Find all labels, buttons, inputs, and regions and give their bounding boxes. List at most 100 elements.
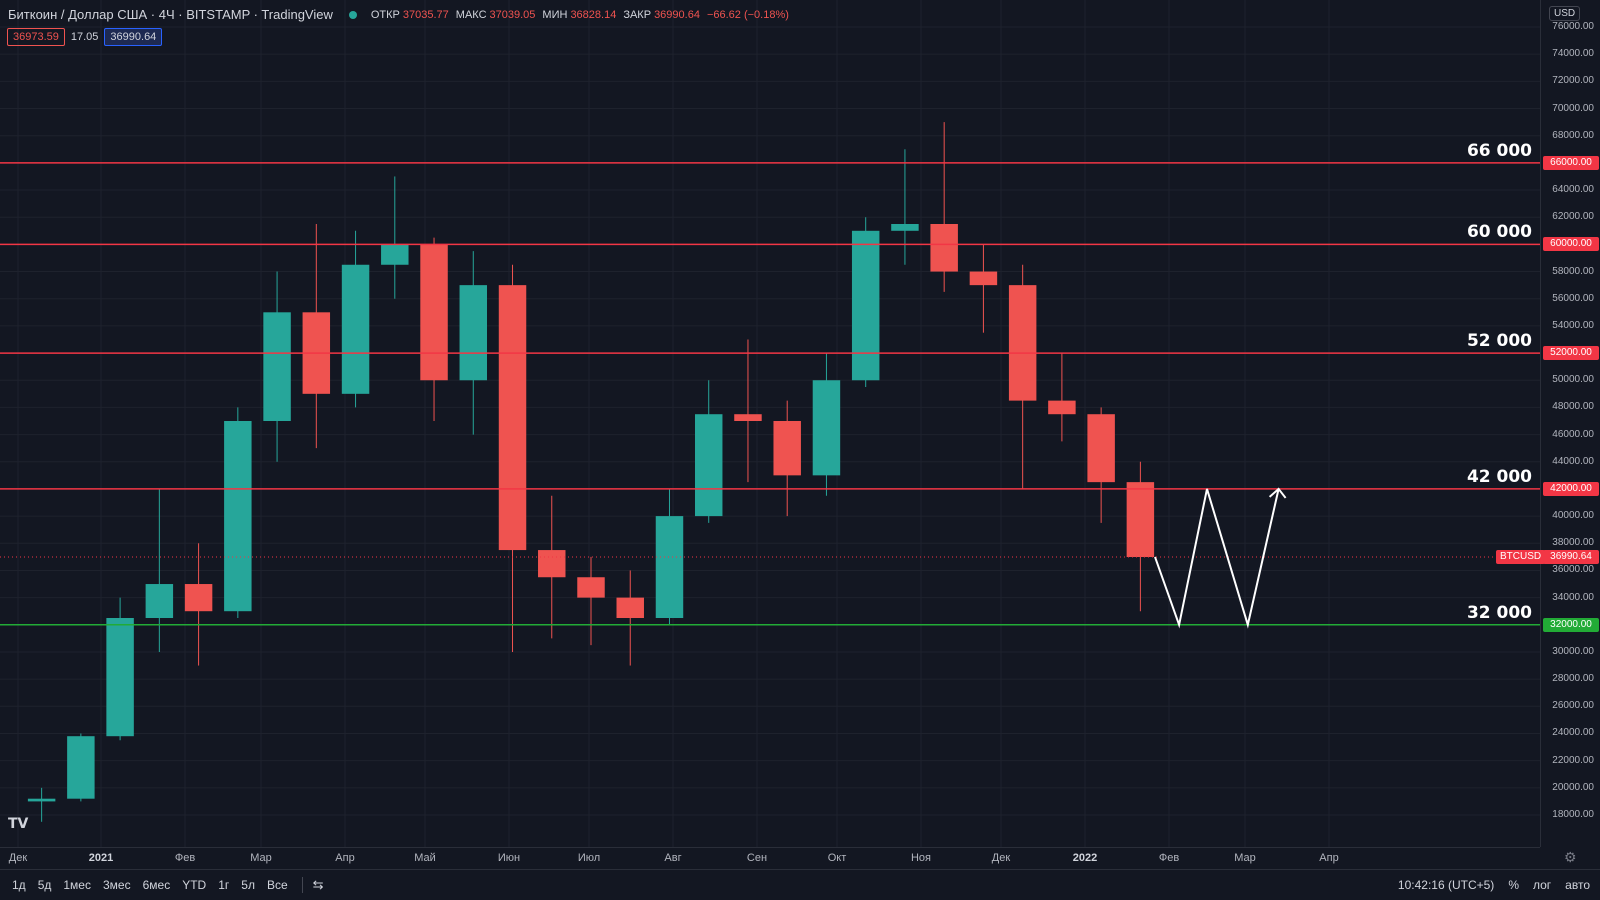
timeframe-button[interactable]: Все	[266, 878, 288, 892]
tradingview-logo-icon[interactable]: TV	[8, 816, 29, 832]
candle-body	[106, 618, 134, 737]
price-tick: 40000.00	[1552, 510, 1594, 522]
level-label: 52 000	[1466, 331, 1532, 352]
time-tick: Июл	[577, 852, 601, 864]
candle-body	[1008, 285, 1037, 401]
candle-body	[538, 550, 566, 578]
time-tick: 2022	[1072, 852, 1098, 864]
price-tick: 74000.00	[1552, 48, 1594, 60]
time-tick: Апр	[1319, 852, 1339, 864]
candle-body	[381, 244, 409, 265]
time-tick: Фев	[174, 852, 196, 864]
symbol-price-tag: BTCUSD	[1496, 549, 1546, 564]
candle-body	[341, 264, 370, 394]
candle-body	[67, 736, 95, 799]
time-tick: Мар	[1234, 852, 1256, 864]
timeframe-button[interactable]: 1г	[218, 878, 230, 892]
price-tick: 70000.00	[1552, 102, 1594, 114]
price-tick: 50000.00	[1552, 374, 1594, 386]
chart-area[interactable]: Биткоин / Доллар США · 4Ч · BITSTAMP · T…	[0, 0, 1540, 847]
low-label: МИН	[542, 8, 568, 21]
candle-body	[616, 597, 644, 618]
close-value: 36990.64	[654, 8, 700, 21]
candle-body	[773, 421, 801, 476]
low-value: 36828.14	[570, 8, 617, 21]
date-range-icon[interactable]: ⇆	[312, 877, 324, 892]
candle-body	[577, 577, 605, 598]
timeframe-button[interactable]: 6мес	[142, 878, 171, 892]
candle-body	[851, 230, 880, 381]
candle-body	[812, 380, 841, 476]
level-price-tag: 60000.00	[1543, 237, 1599, 252]
change-value: −66.62 (−0.18%)	[706, 8, 789, 21]
time-tick: Дек	[8, 852, 28, 864]
candle-body	[1087, 414, 1115, 483]
candle-body	[655, 516, 684, 618]
level-label: 32 000	[1466, 602, 1532, 623]
candle-body	[498, 285, 527, 551]
timeframe-button[interactable]: YTD	[182, 878, 207, 892]
right-tools: 10:42:16 (UTC+5) % лог авто	[1398, 878, 1590, 892]
time-tick: Авг	[664, 852, 682, 864]
time-tick: Окт	[827, 852, 847, 864]
candle-body	[1048, 400, 1076, 415]
time-tick: Ноя	[910, 852, 932, 864]
level-price-tag: 32000.00	[1543, 617, 1599, 632]
ask-button[interactable]: 36990.64	[104, 28, 163, 46]
time-tick: Сен	[746, 852, 768, 864]
time-tick: Фев	[1158, 852, 1180, 864]
log-toggle[interactable]: лог	[1532, 878, 1552, 892]
timeframe-button[interactable]: 5д	[37, 878, 52, 892]
price-axis[interactable]: USD 76000.00 74000.00 72000.00 70000.00 6800…	[1540, 0, 1600, 847]
ohlc-values: ОТКР 37035.77 МАКС 37039.05 МИН 36828.14 ЗА…	[371, 9, 793, 21]
price-tick: 44000.00	[1552, 455, 1594, 467]
candle-body	[1126, 482, 1155, 557]
projection-arrowhead	[1268, 487, 1287, 499]
auto-toggle[interactable]: авто	[1565, 878, 1590, 892]
price-tick: 62000.00	[1552, 211, 1594, 223]
candle-body	[969, 271, 998, 286]
candlestick-chart[interactable]	[0, 0, 1540, 847]
open-value: 37035.77	[402, 8, 449, 21]
price-tick: 68000.00	[1552, 129, 1594, 141]
divider	[301, 877, 303, 893]
high-label: МАКС	[455, 8, 487, 21]
bid-button[interactable]: 36973.59	[7, 28, 65, 46]
bottom-toolbar: 1д 5д 1мес 3мес 6мес YTD 1г 5л Все ⇆ 10:42:16 (U…	[0, 869, 1600, 900]
price-tick: 24000.00	[1552, 727, 1594, 739]
settings-gear-icon[interactable]: ⚙	[1564, 849, 1577, 865]
timeframe-button[interactable]: 1мес	[63, 878, 91, 892]
price-tick: 38000.00	[1552, 537, 1594, 549]
clock[interactable]: 10:42:16 (UTC+5)	[1397, 878, 1495, 892]
price-tick: 72000.00	[1552, 75, 1594, 87]
level-label: 60 000	[1466, 222, 1532, 243]
close-label: ЗАКР	[623, 8, 652, 21]
level-price-tag: 52000.00	[1543, 346, 1599, 361]
candle-body	[891, 224, 919, 231]
price-tick: 64000.00	[1552, 184, 1594, 196]
level-labels: 66 000 60 000 52 000 42 000 32 000	[1466, 141, 1532, 623]
spread-value: 17.05	[70, 31, 99, 43]
timeframe-button[interactable]: 1д	[12, 878, 26, 892]
price-tick: 34000.00	[1552, 591, 1594, 603]
bid-ask-panel: 36973.59 17.05 36990.64	[7, 28, 163, 46]
time-axis[interactable]: Дек 2021 Фев Мар Апр Май Июн Июл Авг Сен Окт Ноя Дек…	[0, 847, 1540, 869]
timeframe-button[interactable]: 3мес	[102, 878, 131, 892]
price-tick: 22000.00	[1552, 754, 1594, 766]
current-price-tag: 36990.64	[1543, 549, 1599, 564]
price-tick: 30000.00	[1552, 645, 1594, 657]
timeframe-button[interactable]: 5л	[241, 878, 255, 892]
price-tick: 18000.00	[1552, 809, 1594, 820]
currency-select[interactable]: USD	[1549, 6, 1581, 21]
symbol-title[interactable]: Биткоин / Доллар США · 4Ч · BITSTAMP · T…	[8, 7, 333, 22]
level-price-tag: 42000.00	[1543, 481, 1599, 496]
candle-body	[184, 584, 213, 612]
level-label: 42 000	[1466, 466, 1532, 487]
candle-body	[930, 224, 958, 272]
price-tick: 48000.00	[1552, 401, 1594, 413]
price-tick: 56000.00	[1552, 292, 1594, 304]
open-label: ОТКР	[370, 8, 400, 21]
percent-toggle[interactable]: %	[1508, 878, 1519, 892]
timeframe-buttons: 1д 5д 1мес 3мес 6мес YTD 1г 5л Все	[0, 878, 288, 892]
chart-header: Биткоин / Доллар США · 4Ч · BITSTAMP · T…	[8, 7, 793, 22]
